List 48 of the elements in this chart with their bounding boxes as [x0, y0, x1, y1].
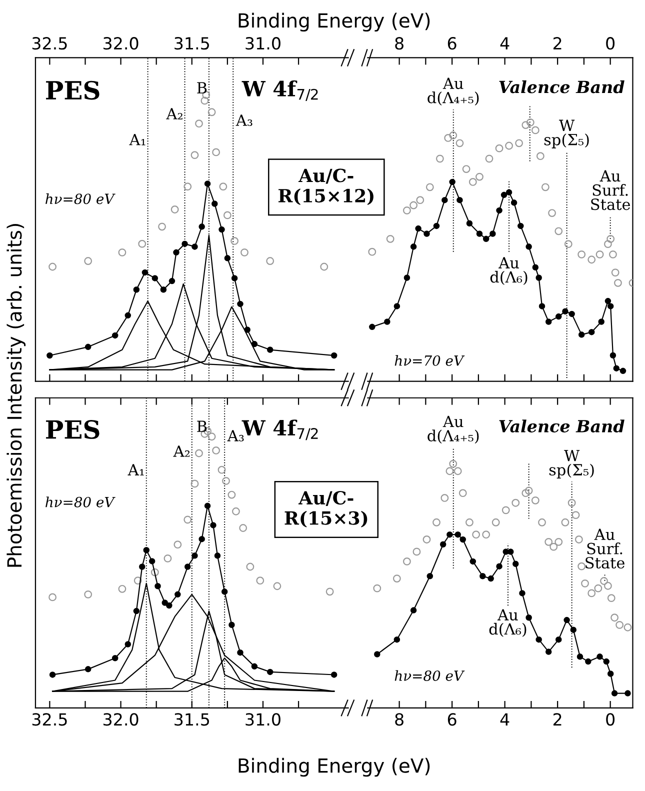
- annotation: hν=70 eV: [394, 355, 465, 366]
- ref-line-label: Au d(Λ₆): [490, 257, 528, 285]
- x-tick-label: 6: [448, 37, 456, 50]
- ref-line-label: B: [197, 420, 207, 432]
- x-tick-label: 2: [553, 37, 562, 50]
- x-tick-label: 8: [395, 713, 404, 726]
- ref-line-label: B: [197, 82, 207, 94]
- x-tick-label: 0: [606, 37, 615, 50]
- x-tick-label: 0: [606, 713, 615, 726]
- x-tick-label: 31.5: [174, 37, 209, 50]
- x-tick-label: 8: [395, 37, 404, 50]
- x-tick-label: 2: [553, 713, 562, 726]
- annotation: PES: [46, 80, 100, 100]
- x-tick-label: 32.0: [104, 713, 138, 726]
- ref-line-label: Au Surf. State: [586, 528, 624, 569]
- ref-line-label: W sp(Σ₅): [544, 120, 589, 148]
- x-tick-label: 31.0: [246, 713, 280, 726]
- x-tick-label: 32.5: [32, 713, 67, 726]
- text: Valence Band: [499, 420, 624, 432]
- x-axis-title: Binding Energy (eV): [238, 12, 430, 32]
- annotation: hν=80 eV: [46, 496, 116, 508]
- annotation: Au/C- R(15×3): [284, 490, 368, 528]
- annotation: Au/C- R(15×12): [278, 168, 374, 206]
- x-tick-label: 32.5: [32, 37, 67, 50]
- ref-line-label: Au Surf. State: [591, 170, 630, 210]
- ref-line-label: Au d(Λ₄₊₅): [428, 78, 479, 106]
- annotation: hν=80 eV: [394, 670, 465, 681]
- ref-line-label: Au d(Λ₄₊₅): [428, 416, 479, 444]
- ref-line-label: A₃: [236, 114, 252, 126]
- annotation: PES: [46, 420, 100, 439]
- x-tick-label: 4: [500, 713, 510, 726]
- ref-line-label: A₃: [227, 430, 244, 442]
- annotation: hν=80 eV: [46, 193, 116, 204]
- ref-line-label: Au d(Λ₆): [489, 609, 526, 637]
- ref-line-label: A₂: [166, 108, 182, 120]
- x-tick-label: 31.0: [246, 37, 280, 50]
- x-tick-label: 6: [448, 713, 456, 726]
- ref-line-label: A₁: [129, 134, 146, 146]
- y-axis-title: Photoemission Intensity (arb. units): [6, 224, 26, 567]
- ref-line-label: A₁: [128, 464, 144, 476]
- text: Valence Band: [499, 80, 624, 94]
- x-tick-label: 32.0: [104, 37, 138, 50]
- x-axis-title: Binding Energy (eV): [238, 758, 430, 777]
- ref-line-label: A₂: [173, 446, 190, 457]
- x-tick-label: 4: [500, 37, 510, 50]
- ref-line-label: W sp(Σ₅): [549, 450, 594, 478]
- annotation: W 4f$_{7/2}$: [242, 80, 318, 101]
- x-tick-label: 31.5: [174, 713, 209, 726]
